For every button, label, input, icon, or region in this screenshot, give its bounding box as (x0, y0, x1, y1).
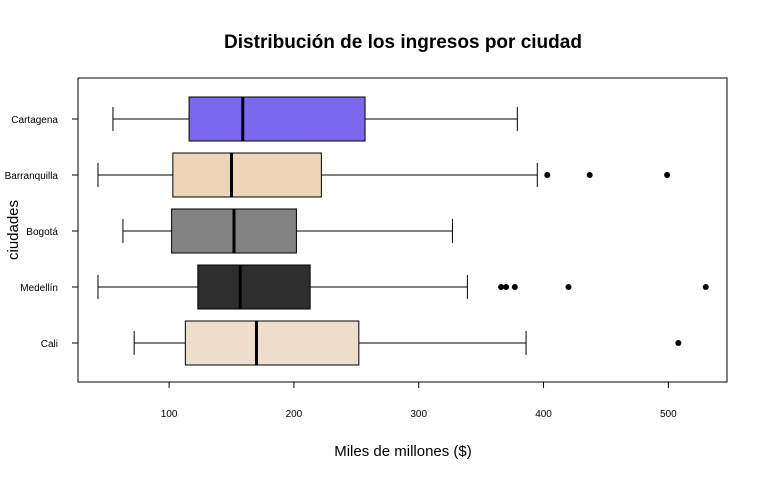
x-axis-label: Miles de millones ($) (334, 443, 472, 460)
outlier-medellin-1 (503, 284, 510, 290)
y-tick-label-bogota: Bogotá (26, 227, 58, 238)
boxes-layer (97, 96, 709, 366)
box-iqr-medellin (197, 264, 311, 310)
outlier-medellin-2 (511, 284, 518, 290)
box-barranquilla (97, 152, 671, 198)
x-tick-label-500: 500 (660, 409, 677, 420)
y-tick-label-medellin: Medellín (20, 283, 58, 294)
y-tick-label-cartagena: Cartagena (11, 115, 58, 126)
outlier-medellin-3 (565, 284, 572, 290)
box-cartagena (112, 96, 518, 142)
outlier-medellin-4 (702, 284, 709, 290)
box-iqr-cartagena (188, 96, 366, 142)
y-axis-label: ciudades (5, 200, 22, 260)
x-tick-label-300: 300 (410, 409, 427, 420)
box-medellin (97, 264, 709, 310)
outlier-barranquilla-1 (586, 172, 593, 178)
y-axis: Cartagena Barranquilla Bogotá Medellín Cali (5, 115, 78, 350)
outlier-medellin-0 (498, 284, 505, 290)
x-tick-label-100: 100 (161, 409, 178, 420)
box-cali (133, 320, 682, 366)
outlier-barranquilla-0 (544, 172, 551, 178)
x-axis: 100 200 300 400 500 (161, 382, 677, 420)
x-tick-label-200: 200 (286, 409, 303, 420)
outlier-barranquilla-2 (664, 172, 671, 178)
box-bogota (122, 208, 453, 254)
y-tick-label-barranquilla: Barranquilla (5, 171, 59, 182)
box-iqr-cali (184, 320, 360, 366)
chart-title: Distribución de los ingresos por ciudad (224, 32, 582, 53)
outlier-cali-0 (675, 340, 682, 346)
y-tick-label-cali: Cali (41, 339, 58, 350)
x-tick-label-400: 400 (535, 409, 552, 420)
plot-frame (77, 77, 728, 383)
box-iqr-barranquilla (172, 152, 322, 198)
